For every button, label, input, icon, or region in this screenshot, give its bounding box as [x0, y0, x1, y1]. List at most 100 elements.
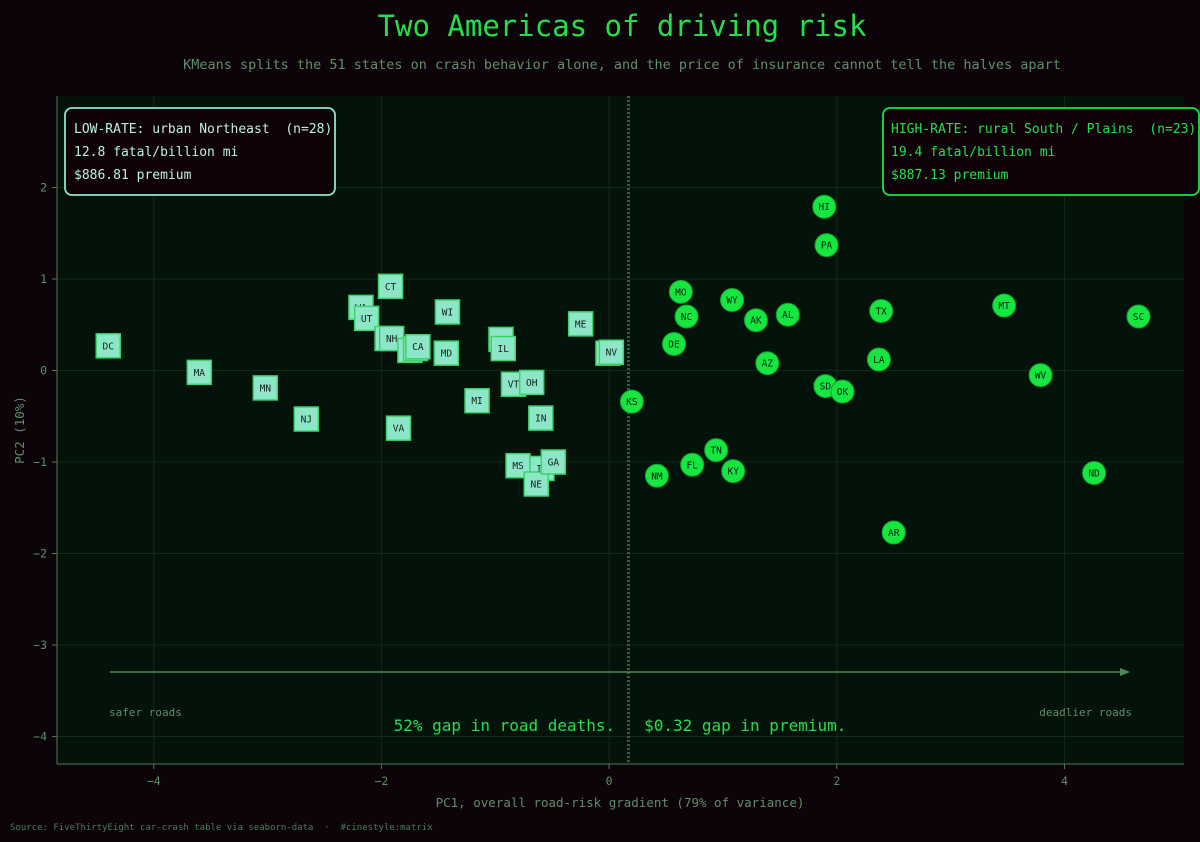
y-tick-label: 0 [40, 364, 47, 378]
low-cluster-marker [293, 406, 320, 432]
high-cluster-marker [881, 520, 906, 545]
low-cluster-title: LOW-RATE: urban Northeast (n=28) [74, 122, 332, 137]
low-cluster-point: CT [377, 273, 404, 300]
state-label: IN [535, 414, 547, 425]
state-label: MA [194, 368, 206, 379]
state-label: TX [875, 307, 887, 318]
low-cluster-marker [433, 340, 460, 366]
high-cluster-marker [866, 347, 891, 372]
low-cluster-marker [523, 471, 550, 497]
high-cluster-marker [1028, 363, 1053, 388]
high-cluster-box-frame [882, 107, 1200, 196]
x-tick-label: 0 [606, 774, 613, 788]
low-cluster-premium: $886.81 premium [74, 168, 192, 183]
state-label: OK [837, 387, 849, 398]
high-cluster-point: PA [814, 233, 839, 258]
state-label: UT [361, 314, 373, 325]
high-cluster-point: LA [866, 347, 891, 372]
low-cluster-marker [490, 335, 516, 362]
axis-ticks: −4 −2 0 2 4 −4 −3 −2 −1 0 1 2 [33, 181, 1068, 788]
y-tick-label: −3 [33, 638, 47, 652]
high-cluster-marker [1126, 304, 1151, 329]
state-label: MT [998, 301, 1010, 312]
state-label: OH [526, 378, 538, 389]
state-label: MN [260, 383, 272, 394]
state-label: AZ [762, 359, 774, 370]
state-label: MI [471, 396, 482, 407]
low-cluster-point: NV [598, 339, 625, 365]
high-cluster-point: TX [869, 299, 894, 324]
low-cluster-point: DC [95, 333, 121, 359]
high-cluster-marker [830, 379, 855, 404]
low-cluster-marker [252, 375, 279, 401]
state-label: PA [821, 241, 833, 252]
low-cluster-point: CA [405, 333, 431, 360]
high-cluster-marker [674, 304, 699, 329]
state-label: SC [1133, 312, 1144, 323]
state-label: WY [726, 296, 738, 307]
state-label: WI [442, 307, 453, 318]
low-cluster-marker [518, 369, 545, 396]
low-cluster-point: MN [252, 375, 279, 401]
high-cluster-marker [992, 293, 1017, 318]
state-label: LA [873, 355, 885, 366]
gridlines [57, 96, 1184, 764]
low-cluster-marker [540, 449, 567, 475]
high-cluster-fatality: 19.4 fatal/billion mi [891, 145, 1055, 160]
high-cluster-title: HIGH-RATE: rural South / Plains (n=23) [891, 122, 1196, 137]
high-cluster-marker [619, 389, 644, 414]
high-cluster-marker [668, 279, 693, 304]
state-label: HI [819, 202, 830, 213]
high-cluster-marker [814, 233, 839, 258]
high-cluster-point: HI [812, 194, 837, 219]
high-cluster-point: WV [1028, 363, 1053, 388]
high-cluster-point: DE [662, 331, 687, 356]
state-label: ME [575, 319, 587, 330]
y-tick-label: −1 [33, 455, 47, 469]
low-cluster-marker [385, 415, 412, 441]
high-cluster-marker [812, 194, 837, 219]
high-cluster-marker [869, 299, 894, 324]
low-cluster-marker [567, 311, 594, 337]
high-cluster-marker [644, 463, 669, 488]
state-label: MS [512, 461, 524, 472]
low-cluster-box-frame [64, 107, 336, 196]
high-cluster-point: AK [743, 308, 768, 333]
arrow-head-icon [1120, 668, 1130, 676]
low-cluster-box: LOW-RATE: urban Northeast (n=28) 12.8 fa… [64, 107, 336, 196]
y-tick-label: −2 [33, 547, 47, 561]
deadlier-roads-label: deadlier roads [1039, 706, 1132, 719]
state-label: IL [498, 344, 510, 355]
high-cluster-point: MT [992, 293, 1017, 318]
high-cluster-marker [755, 351, 780, 376]
state-label: KY [727, 467, 739, 478]
x-axis-label: PC1, overall road-risk gradient (79% of … [436, 795, 805, 810]
low-cluster-point: VA [385, 415, 412, 441]
state-label: VT [508, 380, 520, 391]
safer-roads-label: safer roads [109, 706, 182, 719]
low-cluster-marker [377, 273, 404, 300]
low-cluster-point: MI [464, 387, 490, 414]
high-cluster-marker [1082, 461, 1107, 486]
low-cluster-point: IN [528, 405, 554, 431]
source-note: Source: FiveThirtyEight car-crash table … [10, 823, 433, 833]
state-label: WV [1035, 371, 1047, 382]
high-cluster-box: HIGH-RATE: rural South / Plains (n=23) 1… [882, 107, 1200, 196]
high-cluster-point: AZ [755, 351, 780, 376]
state-label: AL [782, 310, 794, 321]
chart-title: Two Americas of driving risk [378, 9, 867, 43]
low-cluster-point: WI [434, 299, 461, 325]
high-cluster-point: OK [830, 379, 855, 404]
high-cluster-marker [721, 459, 746, 484]
low-cluster-marker [405, 333, 431, 360]
x-tick-label: −2 [375, 774, 389, 788]
state-label: ND [1088, 469, 1100, 480]
state-label: DC [103, 341, 114, 352]
low-cluster-point: MA [186, 359, 213, 386]
y-tick-label: 1 [40, 272, 47, 286]
high-cluster-point: TN [704, 438, 729, 463]
state-label: NJ [301, 415, 312, 426]
state-label: SD [820, 382, 832, 393]
state-label: CT [385, 282, 397, 293]
state-label: NV [606, 348, 618, 359]
